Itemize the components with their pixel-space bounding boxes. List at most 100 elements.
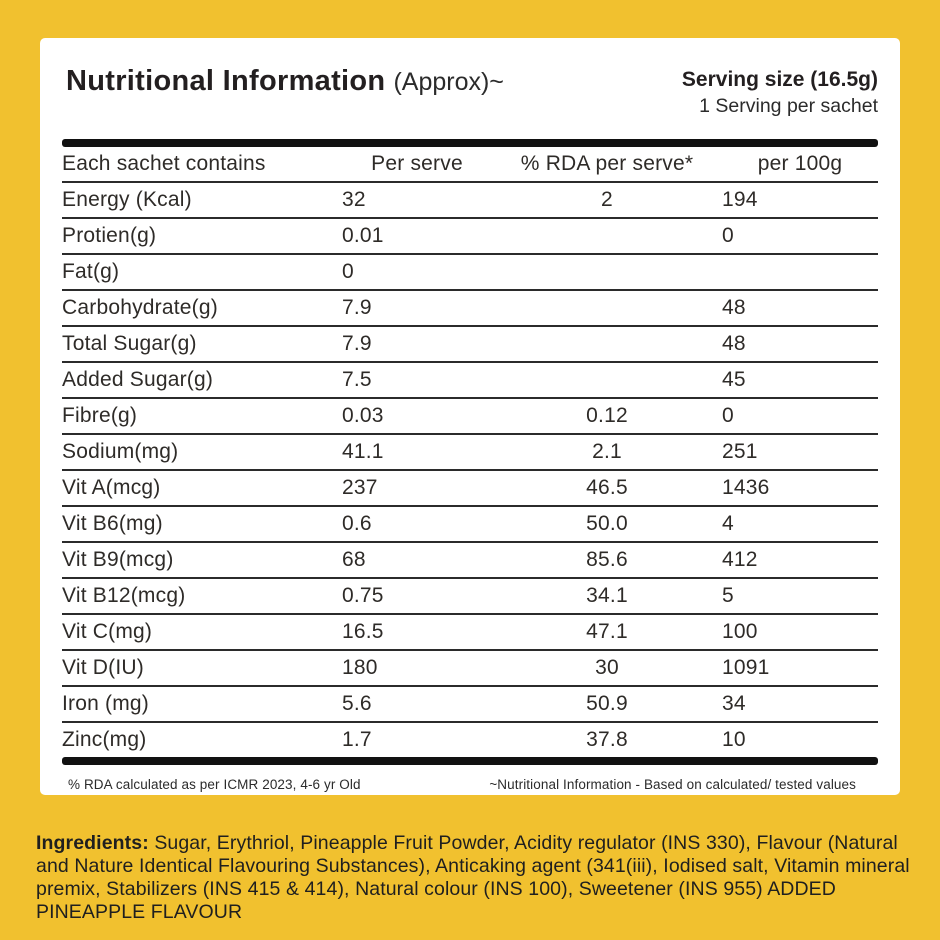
ingredients-label: Ingredients:	[36, 831, 149, 854]
column-header-per-serve: Per serve	[342, 147, 492, 183]
rda-per-serve-value	[492, 254, 722, 291]
table-row: Sodium(mg) 41.1 2.1 251	[62, 434, 878, 471]
bottom-divider	[62, 757, 878, 765]
rda-per-serve-value: 34.1	[492, 578, 722, 615]
nutrient-name: Added Sugar(g)	[62, 362, 342, 399]
per-100g-value: 0	[722, 398, 878, 435]
nutrient-name: Vit A(mcg)	[62, 470, 342, 507]
per-serve-value: 0.03	[342, 398, 492, 435]
nutrient-name: Vit D(IU)	[62, 650, 342, 687]
page-title: Nutritional Information (Approx)~	[66, 65, 504, 98]
table-row: Vit C(mg) 16.5 47.1 100	[62, 614, 878, 651]
nutrient-name: Fibre(g)	[62, 398, 342, 435]
nutrition-card: Nutritional Information (Approx)~ Serving…	[40, 38, 900, 795]
table-row: Vit D(IU) 180 30 1091	[62, 650, 878, 687]
rda-per-serve-value: 50.9	[492, 686, 722, 723]
per-serve-value: 7.9	[342, 290, 492, 327]
table-row: Zinc(mg) 1.7 37.8 10	[62, 722, 878, 757]
nutrient-name: Total Sugar(g)	[62, 326, 342, 363]
per-100g-value: 1091	[722, 650, 878, 687]
column-header-rda-per-serve: % RDA per serve*	[492, 147, 722, 183]
table-row: Total Sugar(g) 7.9 48	[62, 326, 878, 363]
rda-per-serve-value: 50.0	[492, 506, 722, 543]
nutrient-name: Vit B6(mg)	[62, 506, 342, 543]
table-row: Fibre(g) 0.03 0.12 0	[62, 398, 878, 435]
rda-per-serve-value: 85.6	[492, 542, 722, 579]
column-header-per-100g: per 100g	[722, 147, 878, 183]
nutrition-table: Each sachet contains Per serve % RDA per…	[62, 147, 878, 757]
nutrient-name: Iron (mg)	[62, 686, 342, 723]
title-text: Nutritional Information	[66, 65, 386, 97]
nutrient-name: Vit B9(mcg)	[62, 542, 342, 579]
rda-per-serve-value: 0.12	[492, 398, 722, 435]
per-serve-value: 237	[342, 470, 492, 507]
table-row: Fat(g) 0	[62, 254, 878, 291]
title-suffix: (Approx)~	[393, 68, 504, 96]
rda-per-serve-value: 2.1	[492, 434, 722, 471]
per-serve-value: 68	[342, 542, 492, 579]
per-100g-value: 0	[722, 218, 878, 255]
per-100g-value: 10	[722, 728, 746, 751]
rda-per-serve-value	[492, 290, 722, 327]
table-row: Energy (Kcal) 32 2 194	[62, 182, 878, 219]
per-100g-value: 45	[722, 362, 878, 399]
serving-size: Serving size (16.5g)	[681, 68, 878, 91]
nutrient-name: Energy (Kcal)	[62, 182, 342, 219]
nutrient-name: Zinc(mg)	[62, 728, 147, 751]
ingredients-text: Sugar, Erythriol, Pineapple Fruit Powder…	[36, 831, 910, 923]
ingredients-paragraph: Ingredients: Sugar, Erythriol, Pineapple…	[36, 832, 910, 924]
per-serve-value: 0.75	[342, 578, 492, 615]
table-row: Iron (mg) 5.6 50.9 34	[62, 686, 878, 723]
footnotes: % RDA calculated as per ICMR 2023, 4-6 y…	[62, 765, 878, 792]
per-100g-value: 412	[722, 542, 878, 579]
per-serve-value: 7.9	[342, 326, 492, 363]
table-row: Protien(g) 0.01 0	[62, 218, 878, 255]
per-100g-value: 194	[722, 182, 878, 219]
table-row: Vit B6(mg) 0.6 50.0 4	[62, 506, 878, 543]
table-row: Carbohydrate(g) 7.9 48	[62, 290, 878, 327]
rda-per-serve-value	[492, 218, 722, 255]
rda-per-serve-value	[492, 326, 722, 363]
nutrient-name: Carbohydrate(g)	[62, 290, 342, 327]
rda-per-serve-value: 30	[492, 650, 722, 687]
per-100g-value: 34	[722, 686, 878, 723]
per-serve-value: 16.5	[342, 614, 492, 651]
per-serve-value: 5.6	[342, 686, 492, 723]
per-100g-value: 251	[722, 434, 878, 471]
per-100g-value: 5	[722, 578, 878, 615]
table-row: Added Sugar(g) 7.5 45	[62, 362, 878, 399]
per-100g-value: 48	[722, 326, 878, 363]
table-row: Vit B9(mcg) 68 85.6 412	[62, 542, 878, 579]
column-header-sachet-contains: Each sachet contains	[62, 147, 342, 183]
per-100g-value: 1436	[722, 470, 878, 507]
rda-per-serve-value	[492, 362, 722, 399]
table-row: Vit B12(mcg) 0.75 34.1 5	[62, 578, 878, 615]
footnote-rda-basis: % RDA calculated as per ICMR 2023, 4-6 y…	[68, 777, 361, 792]
table-header-row: Each sachet contains Per serve % RDA per…	[62, 147, 878, 183]
rda-per-serve-value: 2	[492, 182, 722, 219]
nutrient-name: Protien(g)	[62, 218, 342, 255]
rda-per-serve-value: 47.1	[492, 614, 722, 651]
per-serve-value: 0.01	[342, 218, 492, 255]
per-100g-value: 100	[722, 614, 878, 651]
rda-per-serve-value: 46.5	[492, 470, 722, 507]
per-serve-value: 1.7	[342, 728, 372, 751]
nutrient-name: Vit B12(mcg)	[62, 578, 342, 615]
per-serve-value: 180	[342, 650, 492, 687]
serving-info: Serving size (16.5g) 1 Serving per sache…	[682, 65, 878, 119]
top-divider	[62, 139, 878, 147]
nutrient-name: Vit C(mg)	[62, 614, 342, 651]
nutrient-name: Sodium(mg)	[62, 434, 342, 471]
per-100g-value: 4	[722, 506, 878, 543]
per-serve-value: 32	[342, 182, 492, 219]
nutrient-name: Fat(g)	[62, 254, 342, 291]
per-100g-value	[722, 254, 878, 291]
per-serve-value: 41.1	[342, 434, 492, 471]
per-serve-value: 0.6	[342, 506, 492, 543]
per-100g-value: 48	[722, 290, 878, 327]
per-serve-value: 7.5	[342, 362, 492, 399]
table-body: Energy (Kcal) 32 2 194 Protien(g) 0.01 0 Fat(g)…	[62, 182, 878, 757]
rda-per-serve-value: 37.8	[586, 728, 628, 751]
per-serve-value: 0	[342, 254, 492, 291]
